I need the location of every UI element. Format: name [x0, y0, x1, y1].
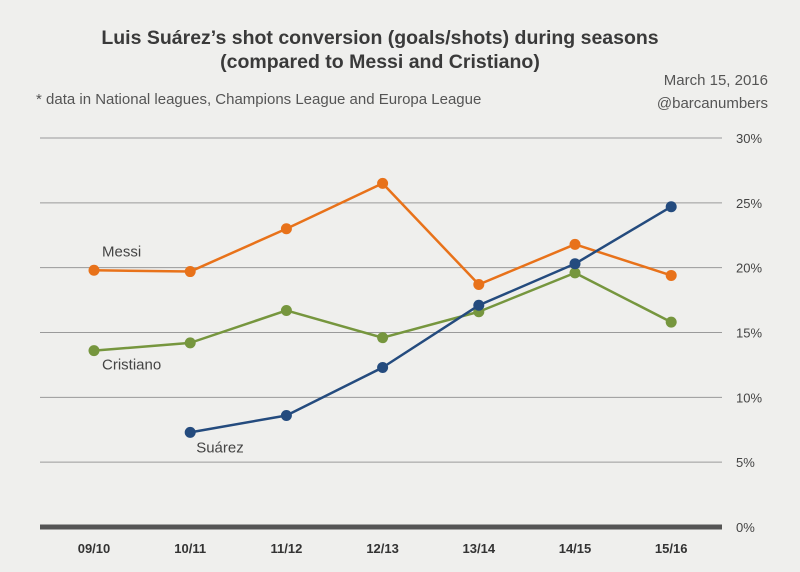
series-group [88, 177, 677, 438]
x-tick-label: 10/11 [174, 541, 206, 556]
y-tick-label: 15% [736, 326, 762, 341]
data-point-surez [280, 409, 292, 421]
data-point-cristiano [665, 316, 677, 328]
y-axis-ticks: 0% 5% 10% 15% 20% 25% 30% [736, 131, 762, 535]
data-point-surez [665, 201, 677, 213]
chart-title: Luis Suárez’s shot conversion (goals/sho… [60, 26, 700, 74]
y-tick-label: 20% [736, 261, 762, 276]
publish-date: March 15, 2016 [663, 72, 768, 89]
data-point-cristiano [569, 267, 581, 279]
y-tick-label: 5% [736, 455, 755, 470]
chart-title-line-1: Luis Suárez’s shot conversion (goals/sho… [101, 27, 659, 49]
series-labels: Messi Cristiano Suárez [102, 243, 244, 456]
chart-title-line-2: (compared to Messi and Cristiano) [220, 51, 540, 73]
y-tick-label: 25% [736, 196, 762, 211]
data-point-surez [569, 258, 581, 270]
data-point-messi [184, 266, 196, 278]
x-tick-label: 09/10 [78, 541, 111, 556]
data-point-messi [280, 223, 292, 235]
x-tick-label: 11/12 [270, 541, 302, 556]
series-line-messi [93, 182, 672, 286]
series-label-cristiano: Cristiano [102, 357, 161, 374]
y-tick-label: 10% [736, 390, 762, 405]
data-point-cristiano [280, 304, 292, 316]
data-point-surez [184, 426, 196, 438]
y-tick-label: 0% [736, 520, 755, 535]
data-point-messi [88, 264, 100, 276]
data-point-messi [377, 177, 389, 189]
y-tick-label: 30% [736, 131, 762, 146]
x-axis-ticks: 09/10 10/11 11/12 12/13 13/14 14/15 15/16 [78, 541, 688, 556]
data-point-cristiano [184, 337, 196, 349]
data-point-cristiano [377, 332, 389, 344]
x-tick-label: 14/15 [559, 541, 592, 556]
data-point-surez [377, 362, 389, 374]
gridlines [40, 137, 722, 530]
attribution: March 15, 2016 @barcanumbers [657, 69, 768, 115]
data-point-messi [665, 269, 677, 281]
x-tick-label: 13/14 [463, 541, 496, 556]
twitter-handle: @barcanumbers [656, 95, 768, 112]
series-label-messi: Messi [102, 243, 141, 260]
x-tick-label: 15/16 [655, 541, 688, 556]
data-point-messi [569, 238, 581, 250]
data-source-note: * data in National leagues, Champions Le… [36, 91, 482, 108]
data-point-cristiano [88, 345, 100, 357]
series-line-surez [189, 205, 672, 434]
data-point-surez [473, 299, 485, 311]
x-tick-label: 12/13 [366, 541, 399, 556]
data-point-messi [473, 279, 485, 291]
series-label-surez: Suárez [196, 439, 244, 456]
